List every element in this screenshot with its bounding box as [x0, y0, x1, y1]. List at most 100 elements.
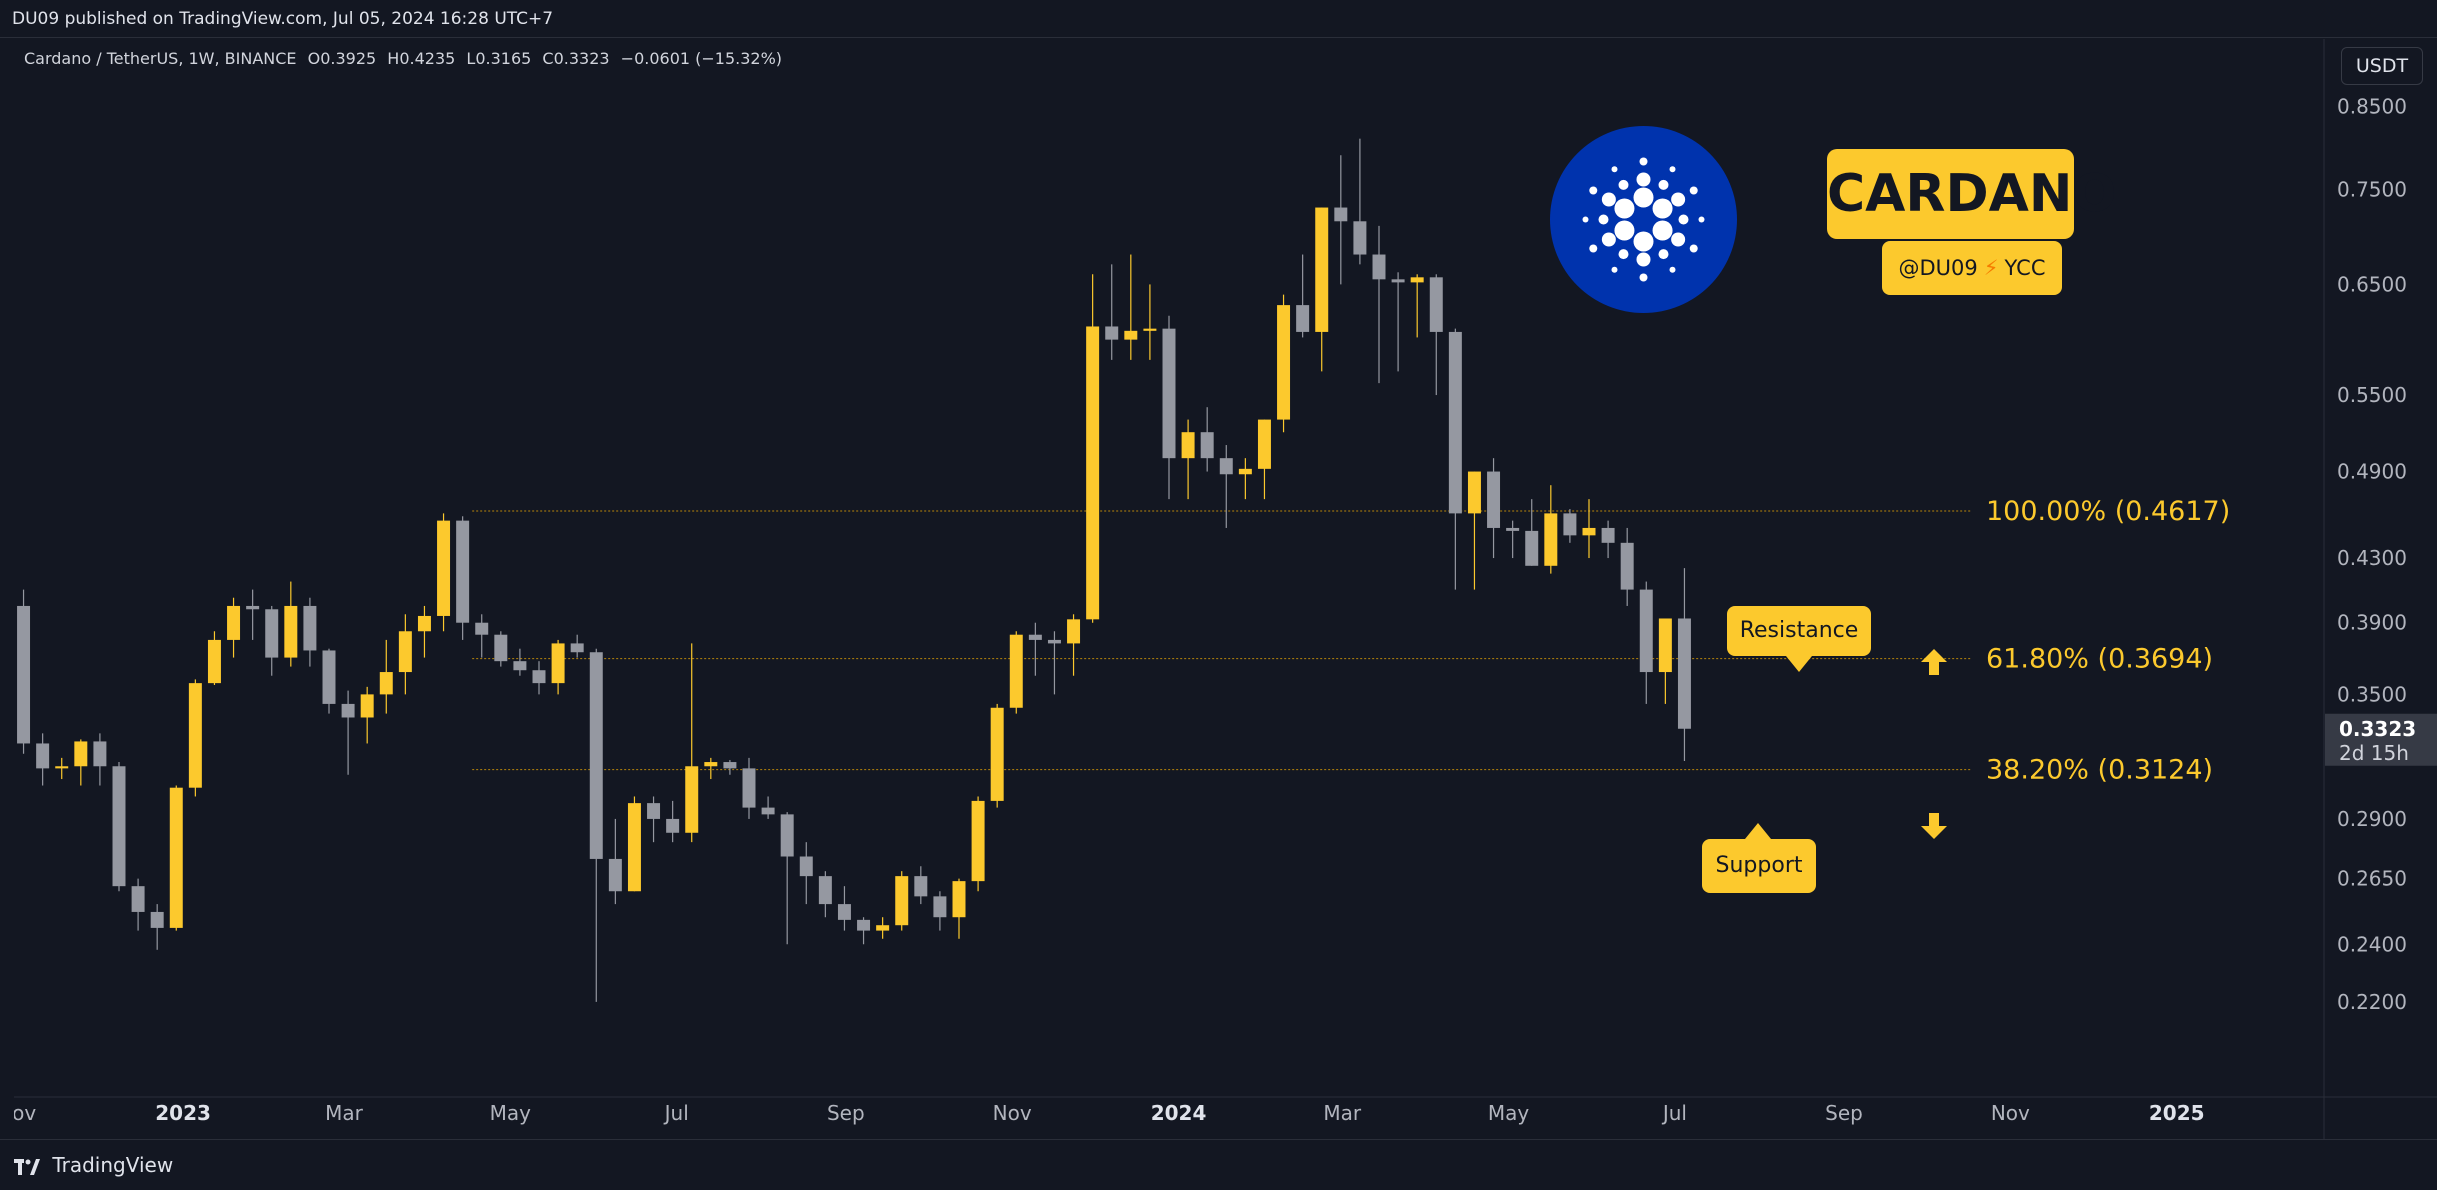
footer-bar: TradingView: [0, 1139, 2437, 1190]
time-tick-label: Nov: [14, 1101, 36, 1125]
candle: [1448, 328, 1462, 590]
candle-body: [93, 741, 107, 767]
candle: [227, 597, 241, 658]
symbol-label[interactable]: Cardano / TetherUS, 1W, BINANCE: [24, 49, 297, 68]
time-tick-label: Sep: [827, 1101, 865, 1125]
candle-body: [818, 876, 832, 905]
logo-dot: [1633, 231, 1654, 252]
price-tick-label: 0.2200: [2337, 990, 2407, 1014]
candle-body: [150, 911, 164, 928]
candle-body: [456, 520, 470, 623]
candle-body: [780, 814, 794, 857]
candle: [1296, 254, 1310, 338]
candle: [799, 842, 813, 905]
logo-dot: [1678, 214, 1689, 225]
logo-dot: [1589, 244, 1598, 253]
candle: [17, 589, 31, 754]
candle-body: [1238, 468, 1252, 475]
chart-area[interactable]: 100.00% (0.4617) 61.80% (0.3694) 38.20% (0…: [14, 39, 2437, 1139]
candle-body: [437, 520, 451, 616]
candle: [1582, 499, 1596, 559]
candle: [971, 796, 985, 892]
candle-body: [570, 643, 584, 653]
candle-body: [685, 766, 699, 833]
candle: [1277, 294, 1291, 433]
candle: [1028, 622, 1042, 676]
fibonacci-levels: 100.00% (0.4617) 61.80% (0.3694) 38.20% (0…: [472, 496, 2230, 786]
candle: [1601, 520, 1615, 559]
candle-body: [360, 694, 374, 718]
change-value: −0.0601 (−15.32%): [620, 49, 783, 68]
close-value: C0.3323: [542, 49, 610, 68]
brand-tag-group: YCC: [2004, 256, 2046, 280]
price-tick-label: 0.5500: [2337, 383, 2407, 407]
candle-body: [1639, 589, 1653, 673]
candle: [761, 796, 775, 819]
candle: [1467, 471, 1481, 590]
logo-dot: [1636, 252, 1651, 267]
candle-body: [398, 631, 412, 673]
candle: [1429, 274, 1443, 396]
candle-body: [990, 707, 1004, 801]
logo-dot: [1611, 166, 1618, 173]
published-text: DU09 published on TradingView.com, Jul 0…: [12, 9, 554, 29]
candle: [1124, 254, 1138, 360]
candle: [1105, 264, 1119, 360]
candle: [1257, 419, 1271, 500]
candle-body: [1124, 330, 1138, 340]
candle: [131, 878, 145, 931]
candle-body: [1315, 207, 1329, 332]
support-callout: Support: [1702, 839, 1816, 893]
candle: [379, 639, 393, 714]
candle: [532, 661, 546, 695]
candle: [627, 796, 641, 892]
candle: [647, 796, 661, 843]
open-value: O0.3925: [307, 49, 377, 68]
time-tick-label: Mar: [325, 1101, 364, 1125]
logo-dot: [1601, 232, 1616, 247]
candle: [914, 866, 928, 905]
candle-body: [1028, 634, 1042, 640]
candle-body: [1467, 471, 1481, 514]
candlestick-chart[interactable]: 100.00% (0.4617) 61.80% (0.3694) 38.20% (0…: [14, 39, 2437, 1139]
candle-body: [379, 672, 393, 695]
candle-body: [1601, 527, 1615, 543]
candle-body: [17, 605, 31, 744]
candle: [1181, 419, 1195, 500]
candle-body: [761, 807, 775, 815]
arrow-up-icon: [1921, 649, 1947, 675]
candle-body: [303, 605, 317, 651]
candle-body: [837, 904, 851, 920]
footer-brand[interactable]: TradingView: [52, 1153, 174, 1177]
candle-body: [1105, 326, 1119, 340]
candle-body: [1429, 277, 1443, 332]
candle-body: [1047, 639, 1061, 644]
candle: [1067, 614, 1081, 676]
candle: [685, 643, 699, 843]
candle: [723, 759, 737, 775]
price-tick-label: 0.3900: [2337, 611, 2407, 635]
candle-body: [494, 634, 508, 662]
candle-body: [1677, 618, 1691, 729]
candle: [780, 812, 794, 945]
price-tick-label: 0.4900: [2337, 460, 2407, 484]
countdown-label: 2d 15h: [2339, 741, 2409, 765]
candle-body: [551, 643, 565, 684]
candle-body: [1162, 328, 1176, 459]
candle-body: [1582, 527, 1596, 536]
candle: [112, 762, 126, 892]
support-callout-pointer: [1745, 823, 1771, 839]
candle-body: [723, 762, 737, 769]
logo-dot: [1652, 220, 1673, 241]
candle: [1410, 274, 1424, 338]
currency-unit-button[interactable]: USDT: [2341, 47, 2423, 85]
candle-body: [952, 881, 966, 918]
candle-body: [265, 609, 279, 658]
candle: [952, 878, 966, 939]
candle-body: [666, 818, 680, 833]
price-tick-label: 0.8500: [2337, 95, 2407, 119]
publisher-bar: DU09 published on TradingView.com, Jul 0…: [0, 0, 2437, 38]
logo-dot: [1639, 157, 1648, 166]
candle: [1353, 138, 1367, 265]
logo-dot: [1618, 179, 1629, 190]
